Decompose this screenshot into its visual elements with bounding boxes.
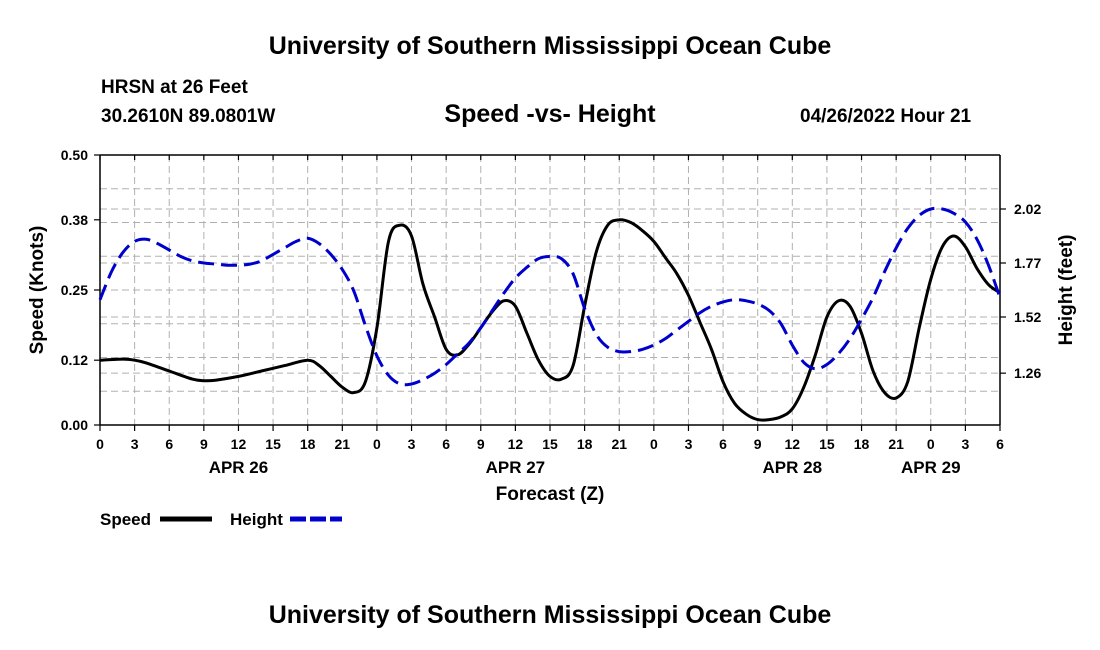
- height-series-line: [98, 206, 1002, 387]
- date-label: APR 27: [486, 458, 546, 477]
- x-tick-label: 12: [231, 436, 247, 452]
- x-tick-label: 0: [373, 436, 381, 452]
- axes: 0 3 6 9 12 15 18 21 0 3 6 9 12 15 18 21 0 3 6 9 12 15 18 21 0 3 6 A…: [27, 147, 1077, 505]
- x-tick-label: 15: [265, 436, 281, 452]
- y-tick-label: 0.00: [61, 417, 88, 433]
- date-label: APR 29: [901, 458, 961, 477]
- top-title: University of Southern Mississippi Ocean…: [268, 32, 832, 60]
- x-tick-label: 18: [577, 436, 593, 452]
- station-label: HRSN at 26 Feet: [101, 77, 248, 98]
- y2-axis-title: Height (feet): [1056, 235, 1077, 346]
- x-tick-label: 3: [685, 436, 693, 452]
- x-tick-label: 21: [335, 436, 351, 452]
- x-tick-label: 9: [754, 436, 762, 452]
- speed-series-line: [99, 218, 1001, 422]
- forecast-datetime: 04/26/2022 Hour 21: [800, 106, 972, 127]
- x-tick-label: 21: [611, 436, 627, 452]
- legend: Speed Height: [100, 510, 342, 529]
- x-tick-label: 3: [961, 436, 969, 452]
- x-tick-label: 18: [300, 436, 316, 452]
- x-tick-label: 12: [508, 436, 524, 452]
- y-axis-title: Speed (Knots): [27, 226, 48, 355]
- x-tick-label: 21: [888, 436, 904, 452]
- x-tick-label: 6: [165, 436, 173, 452]
- x-tick-label: 9: [200, 436, 208, 452]
- y2-tick-label: 1.26: [1014, 365, 1041, 381]
- x-tick-label: 3: [408, 436, 416, 452]
- x-tick-label: 18: [854, 436, 870, 452]
- y2-tick-label: 1.77: [1014, 255, 1041, 271]
- legend-speed-label: Speed: [100, 510, 151, 529]
- y-tick-label: 0.12: [61, 352, 88, 368]
- y-tick-label: 0.38: [61, 212, 88, 228]
- bottom-title: University of Southern Mississippi Ocean…: [268, 601, 832, 629]
- x-tick-label: 3: [131, 436, 139, 452]
- x-tick-label: 15: [542, 436, 558, 452]
- x-tick-label: 0: [96, 436, 104, 452]
- x-axis-title: Forecast (Z): [496, 484, 605, 505]
- y2-tick-label: 1.52: [1014, 309, 1041, 325]
- x-tick-label: 6: [996, 436, 1004, 452]
- date-label: APR 26: [209, 458, 269, 477]
- date-label: APR 28: [763, 458, 823, 477]
- grid: [100, 155, 1000, 425]
- x-tick-label: 0: [927, 436, 935, 452]
- x-tick-label: 0: [650, 436, 658, 452]
- series: [98, 206, 1002, 422]
- x-tick-label: 9: [477, 436, 485, 452]
- chart-subtitle: Speed -vs- Height: [444, 100, 656, 128]
- x-tick-label: 6: [719, 436, 727, 452]
- x-tick-label: 12: [785, 436, 801, 452]
- x-tick-label: 15: [819, 436, 835, 452]
- y2-tick-label: 2.02: [1014, 201, 1041, 217]
- coordinates-label: 30.2610N 89.0801W: [101, 106, 276, 127]
- legend-height-label: Height: [230, 510, 283, 529]
- y-tick-label: 0.25: [61, 282, 88, 298]
- x-tick-label: 6: [442, 436, 450, 452]
- y-tick-label: 0.50: [61, 147, 88, 163]
